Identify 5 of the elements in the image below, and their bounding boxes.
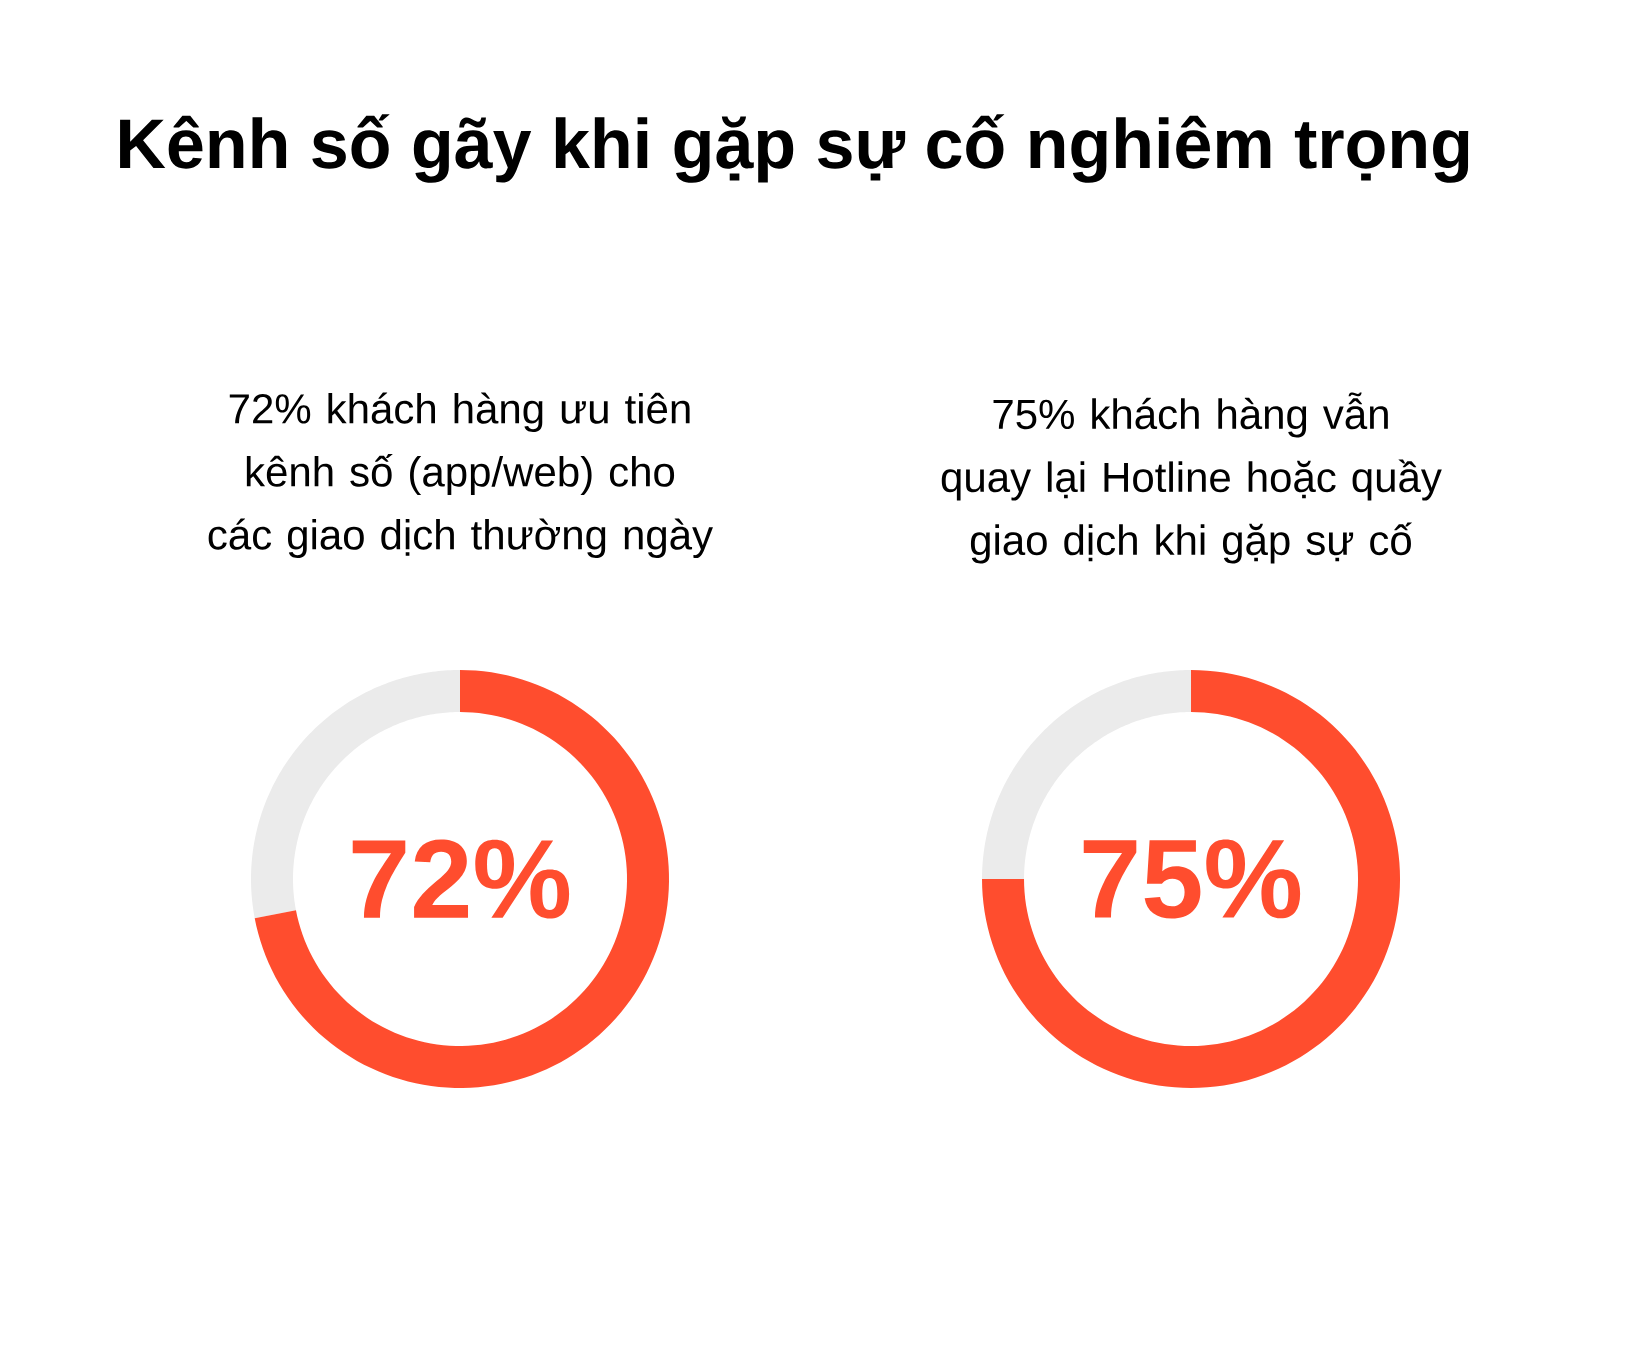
data-label: 75% (1083, 839, 1301, 919)
data-label: 72% (352, 839, 570, 919)
chart-title: 75% khách hàng vẫn quay lại Hotline hoặc quầy giao dịch khi gặp sự cố (941, 392, 1442, 564)
text: Kênh số gãy khi gặp sự cố nghiêm trọng (120, 114, 1469, 183)
chart-title: 72% khách hàng ưu tiên kênh số (app/web) cho các giao dịch thường ngày (208, 392, 713, 559)
